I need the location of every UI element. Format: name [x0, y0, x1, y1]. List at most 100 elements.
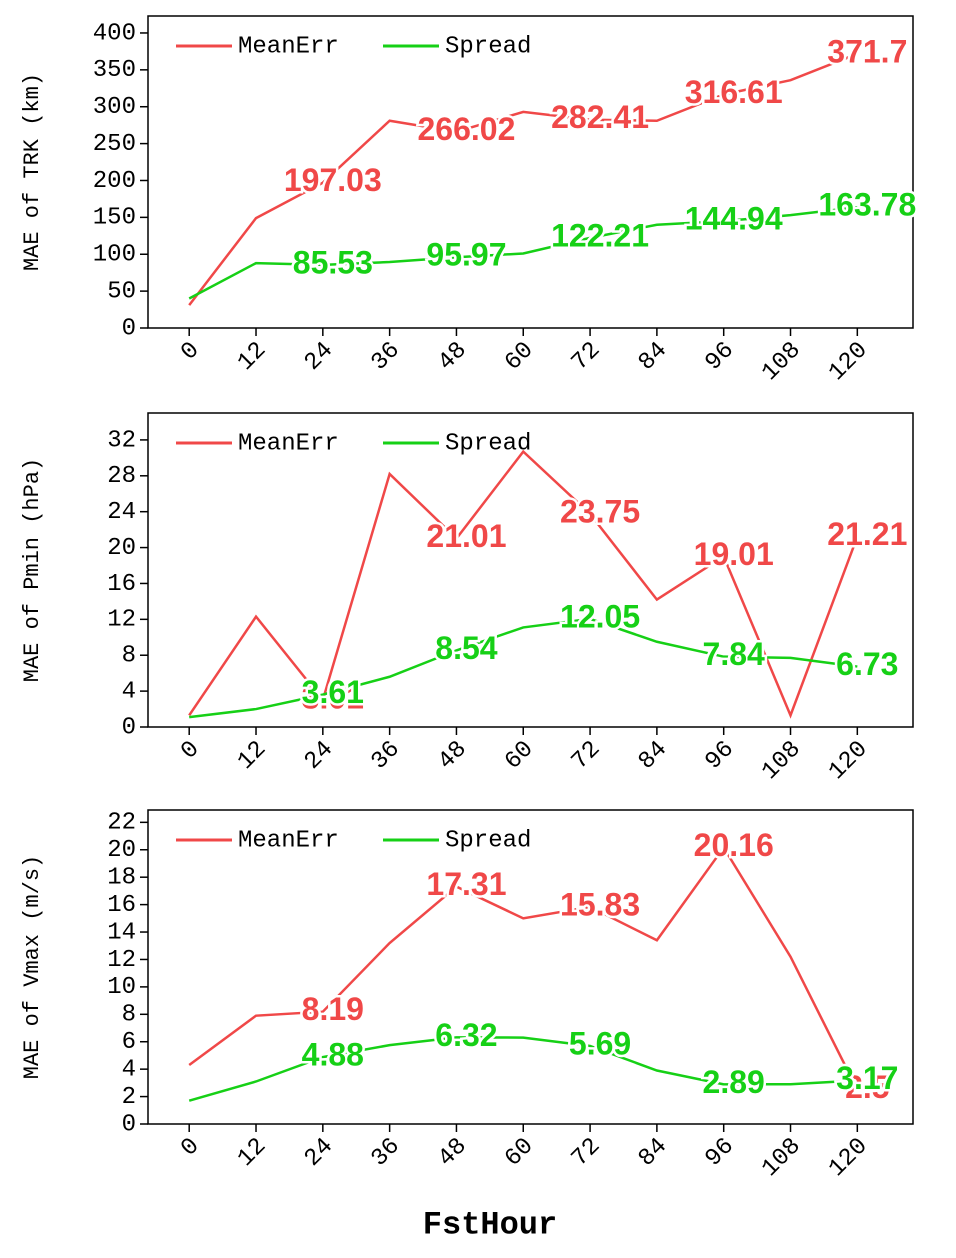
x-tick-label: 108	[757, 736, 807, 786]
plot-frame	[147, 809, 914, 1125]
series-line	[189, 617, 858, 719]
y-tick-label: 400	[93, 20, 136, 47]
x-tick-label: 48	[433, 736, 472, 775]
value-label: 2.89	[703, 1064, 765, 1100]
value-label: 12.05	[560, 598, 640, 634]
value-label: 5.69	[569, 1025, 631, 1061]
x-tick-label: 108	[757, 337, 807, 387]
y-tick-label: 350	[93, 57, 136, 84]
x-tick-label: 72	[567, 1133, 606, 1172]
x-tick-label: 0	[176, 1133, 205, 1162]
value-label: 3.17	[836, 1060, 898, 1096]
legend-label: MeanErr	[238, 33, 339, 60]
x-tick-label: 48	[433, 1133, 472, 1172]
x-tick-label: 60	[500, 1133, 539, 1172]
value-label: 7.84	[703, 636, 765, 672]
y-tick-label: 200	[93, 168, 136, 195]
value-label: 3.01	[302, 679, 364, 715]
value-label: 163.78	[818, 187, 916, 223]
x-tick-label: 60	[500, 337, 539, 376]
value-label: 6.73	[836, 646, 898, 682]
value-label: 266.02	[418, 111, 516, 147]
value-label: 8.19	[302, 991, 364, 1027]
y-tick-label: 14	[107, 919, 136, 946]
y-tick-label: 16	[107, 892, 136, 919]
x-tick-label: 0	[176, 736, 205, 765]
value-label: 122.21	[551, 217, 649, 253]
plot-frame	[147, 15, 914, 329]
x-tick-label: 120	[824, 736, 874, 786]
y-tick-label: 20	[107, 535, 136, 562]
x-tick-label: 96	[700, 337, 739, 376]
x-tick-label: 84	[634, 337, 673, 376]
value-label: 8.54	[435, 630, 497, 666]
x-tick-label: 36	[366, 736, 405, 775]
series-line	[188, 52, 858, 306]
x-tick-label: 0	[176, 337, 205, 366]
value-label: 17.31	[426, 866, 506, 902]
y-tick-label: 10	[107, 974, 136, 1001]
x-tick-label: 36	[366, 1133, 405, 1172]
legend-label: Spread	[445, 33, 531, 60]
y-tick-label: 12	[107, 607, 136, 634]
x-tick-label: 84	[634, 1133, 673, 1172]
y-axis-title: MAE of Vmax (m/s)	[20, 855, 45, 1079]
x-tick-label: 96	[700, 1133, 739, 1172]
value-label: 85.53	[293, 244, 373, 280]
x-tick-label: 12	[233, 1133, 272, 1172]
y-tick-label: 250	[93, 131, 136, 158]
y-tick-label: 24	[107, 499, 136, 526]
y-tick-label: 300	[93, 94, 136, 121]
y-axis-title: MAE of Pmin (hPa)	[20, 458, 45, 682]
x-tick-label: 36	[366, 337, 405, 376]
x-tick-label: 120	[824, 1133, 874, 1183]
series-line	[188, 205, 858, 300]
value-label: 316.61	[685, 74, 783, 110]
value-label: 2.5	[845, 1069, 889, 1105]
x-tick-label: 108	[757, 1133, 807, 1183]
y-tick-label: 32	[107, 427, 136, 454]
legend-label: MeanErr	[238, 430, 339, 457]
value-label: 21.01	[426, 518, 506, 554]
value-label: 371.7	[827, 33, 907, 69]
y-tick-label: 8	[122, 1002, 136, 1029]
y-axis-title: MAE of TRK (km)	[20, 73, 45, 271]
y-tick-label: 28	[107, 463, 136, 490]
y-tick-label: 50	[107, 278, 136, 305]
legend-label: Spread	[445, 430, 531, 457]
value-label: 23.75	[560, 493, 640, 529]
value-label: 21.21	[827, 516, 907, 552]
x-tick-label: 72	[567, 736, 606, 775]
y-tick-label: 20	[107, 837, 136, 864]
y-tick-label: 2	[122, 1084, 136, 1111]
y-tick-label: 150	[93, 205, 136, 232]
value-label: 19.01	[694, 536, 774, 572]
value-label: 95.97	[426, 237, 506, 273]
x-tick-label: 24	[300, 736, 339, 775]
x-tick-label: 12	[233, 337, 272, 376]
plot-frame	[147, 412, 914, 728]
y-tick-label: 0	[122, 1111, 136, 1138]
value-label: 197.03	[284, 162, 382, 198]
legend-label: Spread	[445, 827, 531, 854]
y-tick-label: 4	[122, 678, 136, 705]
x-axis-title: FstHour	[423, 1206, 557, 1243]
x-tick-label: 24	[300, 337, 339, 376]
value-label: 282.41	[551, 99, 649, 135]
x-tick-label: 72	[567, 337, 606, 376]
value-label: 3.61	[302, 674, 364, 710]
value-label: 4.88	[302, 1037, 364, 1073]
x-tick-label: 60	[500, 736, 539, 775]
value-label: 6.32	[435, 1017, 497, 1053]
y-tick-label: 22	[107, 810, 136, 837]
y-tick-label: 100	[93, 242, 136, 269]
y-tick-label: 18	[107, 865, 136, 892]
y-tick-label: 6	[122, 1029, 136, 1056]
y-tick-label: 8	[122, 643, 136, 670]
series-line	[188, 845, 859, 1091]
series-line	[188, 449, 859, 719]
x-tick-label: 84	[634, 736, 673, 775]
x-tick-label: 24	[300, 1133, 339, 1172]
value-label: 20.16	[694, 827, 774, 863]
